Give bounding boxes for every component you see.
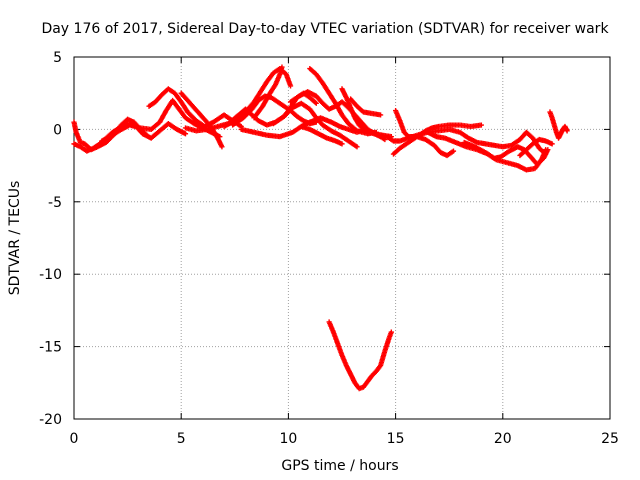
data-point xyxy=(450,148,457,154)
series-s18 xyxy=(390,122,484,157)
data-point xyxy=(182,131,189,137)
y-tick-label: -15 xyxy=(39,340,62,356)
plot-frame xyxy=(73,56,611,420)
series-s11 xyxy=(270,100,360,150)
data-point xyxy=(219,144,225,150)
data-point xyxy=(287,83,294,89)
y-tick-label: 5 xyxy=(53,50,62,66)
data-point xyxy=(377,112,384,118)
data-point xyxy=(388,329,394,335)
data-point xyxy=(339,141,345,147)
tick-labels: 0 5 10 15 20 25 5 0 -5 -10 -15 -20 xyxy=(39,50,619,447)
series-s21 xyxy=(461,139,549,173)
y-tick-label: -20 xyxy=(39,412,62,428)
series-s23 xyxy=(547,109,570,141)
data-point xyxy=(564,128,570,134)
series-s24 xyxy=(326,319,394,392)
data-point xyxy=(354,144,360,150)
data-point xyxy=(543,147,549,153)
y-tick-label: -5 xyxy=(48,195,62,211)
x-tick-label: 15 xyxy=(387,431,405,447)
y-axis-label: SDTVAR / TECUs xyxy=(7,181,23,296)
series-s22 xyxy=(517,136,555,159)
series-s10 xyxy=(238,115,388,143)
series-s9 xyxy=(251,64,285,121)
series-s5 xyxy=(178,90,225,150)
x-axis-label: GPS time / hours xyxy=(281,458,398,474)
x-tick-label: 10 xyxy=(279,431,297,447)
data-point xyxy=(549,141,555,147)
series-s16 xyxy=(347,96,384,118)
data-point xyxy=(313,100,319,106)
series-s13 xyxy=(298,123,345,147)
y-tick-label: 0 xyxy=(53,122,62,138)
data-series xyxy=(71,64,570,392)
grid-lines xyxy=(74,57,610,419)
x-tick-label: 20 xyxy=(494,431,512,447)
x-tick-label: 0 xyxy=(70,431,79,447)
chart-title: Day 176 of 2017, Sidereal Day-to-day VTE… xyxy=(41,21,609,37)
data-point xyxy=(382,136,388,143)
x-tick-label: 25 xyxy=(601,431,619,447)
series-s20 xyxy=(393,107,457,159)
data-point xyxy=(279,64,285,70)
data-point xyxy=(478,122,484,128)
x-tick-label: 5 xyxy=(177,431,186,447)
y-tick-label: -10 xyxy=(39,267,62,283)
